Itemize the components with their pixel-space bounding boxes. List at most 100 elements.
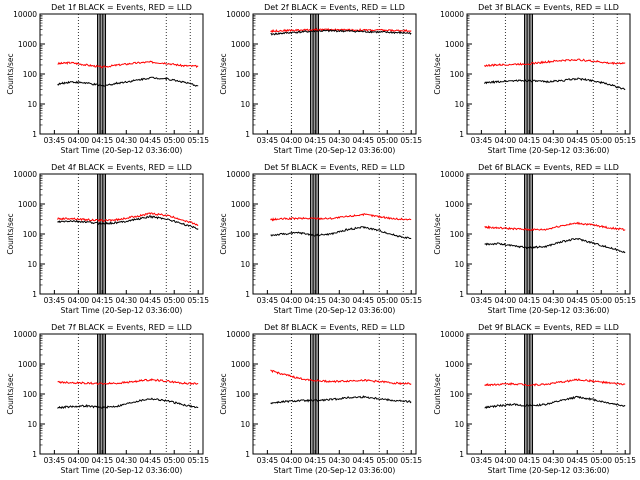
x-tick-label: 04:30 — [116, 136, 138, 145]
x-tick-label: 04:30 — [542, 296, 564, 305]
x-tick-label: 04:30 — [542, 136, 564, 145]
y-axis-label: Counts/sec — [433, 213, 442, 254]
x-tick-label: 05:15 — [614, 456, 636, 465]
events-series-line — [57, 397, 199, 410]
detector-chart: Det 4f BLACK = Events, RED = LLD 1 10 100 10… — [6, 163, 209, 315]
y-tick-label: 1000 — [231, 200, 250, 209]
x-tick-label: 04:30 — [116, 296, 138, 305]
y-tick-label: 1 — [246, 130, 251, 139]
chart-title: Det 6f BLACK = Events, RED = LLD — [478, 163, 619, 172]
x-tick-label: 04:15 — [518, 296, 540, 305]
x-tick-label: 04:00 — [68, 136, 90, 145]
x-tick-label: 03:45 — [44, 456, 66, 465]
plot-frame — [466, 333, 631, 455]
detector-chart: Det 1f BLACK = Events, RED = LLD 1 10 100 10… — [6, 3, 209, 155]
detector-chart: Det 7f BLACK = Events, RED = LLD 1 10 100 10… — [6, 323, 209, 475]
x-tick-label: 03:45 — [257, 456, 279, 465]
events-series-line — [270, 226, 412, 240]
x-tick-label: 04:15 — [305, 296, 327, 305]
y-tick-label: 1 — [459, 130, 464, 139]
detector-chart: Det 6f BLACK = Events, RED = LLD 1 10 100 10… — [433, 163, 636, 315]
y-tick-label: 10000 — [226, 170, 250, 179]
x-tick-label: 04:00 — [281, 456, 303, 465]
x-axis-label: Start Time (20-Sep-12 03:36:00) — [487, 466, 609, 475]
detector-chart: Det 3f BLACK = Events, RED = LLD 1 10 100 10… — [433, 3, 636, 155]
y-tick-label: 10000 — [13, 330, 37, 339]
y-tick-label: 10 — [454, 260, 464, 269]
x-tick-label: 04:15 — [92, 136, 114, 145]
x-tick-label: 05:00 — [590, 456, 612, 465]
y-axis-label: Counts/sec — [6, 213, 15, 254]
plot-frame — [39, 333, 204, 455]
y-tick-label: 10 — [241, 100, 251, 109]
y-tick-label: 10000 — [440, 330, 464, 339]
x-axis-label: Start Time (20-Sep-12 03:36:00) — [61, 466, 183, 475]
x-tick-label: 05:15 — [614, 296, 636, 305]
x-tick-label: 05:00 — [377, 136, 399, 145]
y-axis-label: Counts/sec — [219, 373, 228, 414]
chart-title: Det 7f BLACK = Events, RED = LLD — [51, 323, 192, 332]
events-series-line — [484, 237, 626, 254]
x-tick-label: 05:00 — [590, 296, 612, 305]
events-series-line — [270, 395, 412, 405]
y-tick-label: 100 — [23, 230, 38, 239]
y-tick-label: 1000 — [445, 200, 464, 209]
chart-title: Det 1f BLACK = Events, RED = LLD — [51, 3, 192, 12]
y-tick-label: 1 — [246, 450, 251, 459]
y-tick-label: 1000 — [18, 40, 37, 49]
lld-series-line — [483, 58, 625, 68]
x-tick-label: 04:45 — [139, 136, 161, 145]
x-axis-label: Start Time (20-Sep-12 03:36:00) — [487, 146, 609, 155]
y-tick-label: 100 — [449, 70, 464, 79]
y-tick-label: 1 — [32, 290, 37, 299]
x-tick-label: 04:30 — [329, 136, 351, 145]
x-axis-label: Start Time (20-Sep-12 03:36:00) — [274, 306, 396, 315]
y-tick-label: 100 — [236, 70, 251, 79]
x-tick-label: 04:15 — [305, 136, 327, 145]
y-tick-label: 1000 — [18, 200, 37, 209]
x-axis-label: Start Time (20-Sep-12 03:36:00) — [487, 306, 609, 315]
lld-series-line — [270, 212, 412, 222]
events-series-line — [57, 76, 199, 87]
y-tick-label: 1 — [459, 450, 464, 459]
y-tick-label: 10000 — [226, 10, 250, 19]
y-tick-label: 10 — [241, 420, 251, 429]
x-tick-label: 04:15 — [92, 456, 114, 465]
detector-chart: Det 5f BLACK = Events, RED = LLD 1 10 100 10… — [219, 163, 423, 315]
events-series-line — [483, 77, 626, 91]
lld-series-line — [270, 369, 412, 386]
x-tick-label: 04:00 — [281, 136, 303, 145]
chart-title: Det 9f BLACK = Events, RED = LLD — [478, 323, 619, 332]
x-tick-label: 04:45 — [566, 296, 588, 305]
x-tick-label: 04:30 — [116, 456, 138, 465]
x-tick-label: 03:45 — [257, 136, 279, 145]
y-tick-label: 1 — [459, 290, 464, 299]
lld-series-line — [483, 378, 625, 387]
x-tick-label: 04:45 — [566, 136, 588, 145]
x-tick-label: 05:15 — [401, 296, 423, 305]
plot-frame — [252, 333, 417, 455]
x-tick-label: 05:00 — [377, 296, 399, 305]
x-axis-label: Start Time (20-Sep-12 03:36:00) — [274, 146, 396, 155]
x-tick-label: 05:00 — [163, 456, 185, 465]
x-tick-label: 03:45 — [470, 456, 492, 465]
y-tick-label: 1000 — [18, 360, 37, 369]
detector-chart: Det 9f BLACK = Events, RED = LLD 1 10 100 10… — [433, 323, 636, 475]
events-series-line — [270, 29, 412, 36]
x-tick-label: 04:00 — [494, 296, 516, 305]
lld-series-line — [483, 221, 626, 232]
y-tick-label: 10 — [454, 420, 464, 429]
y-axis-label: Counts/sec — [433, 373, 442, 414]
y-tick-label: 100 — [449, 390, 464, 399]
x-tick-label: 04:15 — [518, 456, 540, 465]
plot-frame — [39, 173, 204, 295]
y-axis-label: Counts/sec — [433, 53, 442, 94]
y-tick-label: 1000 — [445, 360, 464, 369]
y-tick-label: 1 — [32, 130, 37, 139]
x-tick-label: 04:30 — [329, 296, 351, 305]
x-tick-label: 03:45 — [470, 136, 492, 145]
y-tick-label: 10000 — [440, 10, 464, 19]
y-tick-label: 10 — [27, 100, 37, 109]
x-tick-label: 04:15 — [305, 456, 327, 465]
y-tick-label: 1000 — [231, 360, 250, 369]
